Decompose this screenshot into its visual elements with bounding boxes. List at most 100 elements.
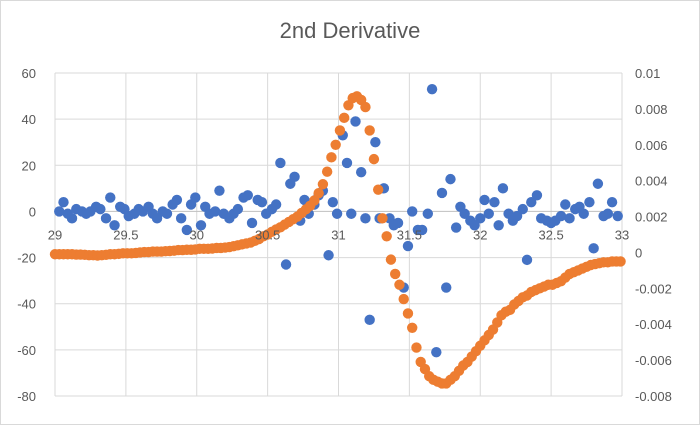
primary-series-point <box>214 185 225 196</box>
secondary-series-point <box>377 213 388 224</box>
primary-series-point <box>497 183 509 194</box>
primary-series-point <box>195 220 207 231</box>
secondary-series-point <box>390 268 401 280</box>
primary-series-point <box>323 250 334 261</box>
y-tick-label: -20 <box>17 251 36 266</box>
primary-series-point <box>105 192 116 203</box>
x-tick-label: 29.5 <box>113 227 138 242</box>
primary-series-point <box>602 208 614 219</box>
y-tick-label: 0 <box>29 204 36 219</box>
y-tick-label: 40 <box>22 112 36 127</box>
x-tick-label: 29 <box>48 227 62 242</box>
secondary-series-point <box>360 101 371 113</box>
primary-series-point <box>422 208 433 219</box>
primary-series-point <box>341 157 353 169</box>
secondary-series-point <box>317 179 329 190</box>
primary-series-point <box>531 190 543 201</box>
primary-series-point <box>161 208 173 219</box>
primary-series-point <box>526 197 537 208</box>
primary-series-point <box>584 197 595 208</box>
x-tick-label: 33 <box>615 227 629 242</box>
primary-series-point <box>493 220 504 231</box>
y2-tick-label: 0 <box>635 245 642 260</box>
primary-series-point <box>450 222 462 233</box>
x-tick-label: 30.5 <box>255 227 280 242</box>
secondary-series-point <box>338 112 350 124</box>
primary-series-point <box>171 194 183 206</box>
y2-tick-label: 0.002 <box>635 210 668 225</box>
y2-tick-label: -0.008 <box>635 389 672 404</box>
secondary-series-point <box>398 293 409 305</box>
primary-series-point <box>431 346 442 358</box>
x-tick-label: 31 <box>331 227 345 242</box>
secondary-series-point <box>615 256 626 267</box>
primary-series-point <box>479 194 490 206</box>
primary-series-point <box>441 282 452 293</box>
secondary-series-point <box>385 254 397 265</box>
primary-series-point <box>275 157 286 169</box>
primary-series-point <box>517 203 528 215</box>
primary-series-point <box>327 197 339 208</box>
primary-series-point <box>289 171 300 183</box>
primary-series-point <box>521 254 533 266</box>
y2-tick-label: -0.006 <box>635 353 672 368</box>
secondary-series-point <box>411 342 422 353</box>
y2-tick-label: 0.006 <box>635 138 668 153</box>
secondary-series-point <box>402 308 414 319</box>
primary-series-point <box>95 203 106 215</box>
tick-labels: 29 29.5 30 30.5 31 31.5 32 32.5 33 60 40 20 0 -20 -40 -… <box>17 66 672 404</box>
primary-series-point <box>360 213 371 224</box>
y-tick-label: -80 <box>17 389 36 404</box>
primary-series-point <box>370 137 381 148</box>
primary-series-point <box>588 243 599 254</box>
y2-tick-label: 0.01 <box>635 66 660 81</box>
primary-series-point <box>256 197 268 208</box>
primary-series-point <box>54 206 65 217</box>
primary-series-point <box>426 83 438 95</box>
primary-series-point <box>100 213 112 224</box>
primary-series-point <box>560 199 571 210</box>
primary-series-point <box>459 208 470 219</box>
primary-series-point <box>364 314 375 326</box>
primary-series-point <box>402 240 414 252</box>
secondary-series-point <box>407 322 418 334</box>
primary-series-point <box>232 203 244 215</box>
x-tick-label: 32 <box>473 227 487 242</box>
secondary-series-point <box>326 152 337 163</box>
secondary-series-point <box>364 125 375 136</box>
secondary-series-point <box>372 184 384 195</box>
y-tick-label: 60 <box>22 66 36 81</box>
primary-series-point <box>483 208 494 219</box>
primary-series-point <box>392 217 404 229</box>
primary-series-point <box>592 178 604 189</box>
primary-series-point <box>190 192 201 203</box>
y-tick-label: 20 <box>22 158 36 173</box>
secondary-series-point <box>321 166 333 177</box>
primary-series-point <box>151 213 163 224</box>
primary-series-point <box>436 187 448 199</box>
primary-series-point <box>416 224 428 236</box>
primary-series-point <box>350 116 361 127</box>
primary-series-point <box>355 167 367 178</box>
primary-series-point <box>346 208 357 219</box>
primary-series-point <box>209 206 221 217</box>
primary-series-point <box>242 190 253 201</box>
chart-title: 2nd Derivative <box>279 18 421 43</box>
series <box>49 83 626 389</box>
x-tick-label: 30 <box>190 227 204 242</box>
x-tick-label: 32.5 <box>538 227 563 242</box>
primary-series-point <box>109 220 120 231</box>
primary-series-point <box>175 213 187 224</box>
primary-series-point <box>407 206 418 217</box>
primary-series-point <box>66 213 78 224</box>
primary-series-point <box>469 220 480 231</box>
y2-tick-label: -0.002 <box>635 281 672 296</box>
y2-tick-label: 0.004 <box>635 174 668 189</box>
primary-series-point <box>246 217 258 229</box>
y2-tick-label: -0.004 <box>635 317 672 332</box>
secondary-series-point <box>330 139 341 150</box>
primary-series-point <box>445 173 456 185</box>
primary-series-point <box>58 197 69 208</box>
secondary-series-point <box>394 279 405 290</box>
